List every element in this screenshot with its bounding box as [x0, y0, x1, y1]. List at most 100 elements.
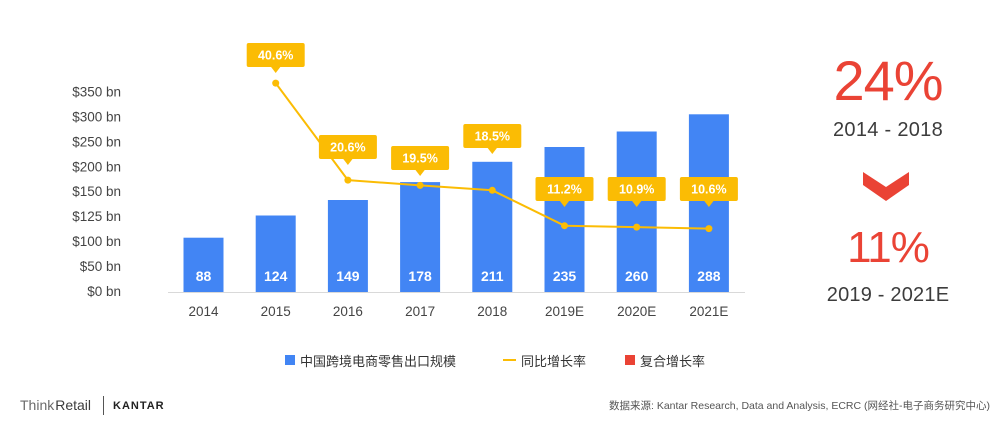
- cagr-value-2014-2018: 24%: [833, 49, 943, 112]
- legend-label: 复合增长率: [640, 353, 706, 369]
- growth-rate-value: 19.5: [402, 152, 426, 166]
- bar-value-label: 88: [196, 268, 212, 284]
- growth-rate-value-label: 10.6%: [691, 183, 726, 197]
- bar-series: 88 124 149 178 211 235 260 288: [183, 114, 729, 292]
- growth-rate-point: [416, 181, 424, 189]
- callout-box: [391, 146, 450, 170]
- combo-chart: $0 bn $50 bn $100 bn $125 bn $150 bn $200 bn $…: [72, 43, 745, 319]
- legend-item-cagr: 复合增长率: [625, 351, 705, 369]
- callout-box: [607, 177, 666, 201]
- bar-value-label: 149: [336, 268, 360, 284]
- callout-pointer: [415, 169, 426, 176]
- footer-divider: [103, 396, 104, 415]
- growth-rate-point: [561, 222, 568, 230]
- growth-rate-callout: 40.6%: [246, 43, 305, 73]
- y-tick-label: $125 bn: [72, 209, 121, 224]
- growth-rate-callout: 10.9%: [607, 177, 666, 207]
- bar-value-label: 178: [408, 268, 432, 284]
- legend-label: 中国跨境电商零售出口规模: [300, 353, 457, 369]
- growth-rate-series: [272, 79, 713, 233]
- legend-swatch-line: [503, 359, 516, 361]
- x-tick-label: 2020E: [617, 304, 656, 319]
- cagr-value-2019-2021e: 11%: [847, 223, 930, 272]
- x-tick-label: 2019E: [545, 304, 584, 319]
- bar-value-label: 124: [264, 268, 288, 284]
- bar-value-label: 260: [625, 268, 649, 284]
- callout-pointer: [487, 147, 498, 154]
- bar-value-label: 288: [697, 268, 721, 284]
- kantar-logo: KANTAR: [113, 400, 165, 412]
- callout-box: [318, 135, 377, 159]
- growth-rate-point: [344, 176, 352, 184]
- think-retail-logo: ThinkRetail: [20, 396, 91, 414]
- growth-rate-unit: %: [643, 183, 654, 197]
- growth-rate-value: 40.6: [258, 49, 282, 63]
- growth-rate-value-label: 10.9%: [619, 183, 654, 197]
- y-tick-label: $50 bn: [80, 259, 121, 274]
- brand-retail: Retail: [55, 397, 92, 413]
- callout-pointer: [559, 200, 570, 207]
- y-tick-label: $300 bn: [72, 110, 121, 125]
- growth-rate-value-label: 19.5%: [402, 152, 437, 166]
- x-tick-label: 2016: [333, 304, 363, 319]
- bar-2017: [400, 182, 441, 292]
- growth-rate-point: [272, 79, 280, 87]
- chevron-down-icon: [863, 172, 909, 201]
- bar-2014: [183, 237, 224, 292]
- y-tick-label: $200 bn: [72, 159, 121, 174]
- callout-box: [246, 43, 305, 67]
- growth-rate-callout: 11.2%: [535, 177, 594, 207]
- growth-rate-point: [633, 223, 641, 231]
- growth-rate-value: 10.9: [619, 183, 643, 197]
- y-tick-label: $0 bn: [87, 284, 121, 299]
- callout-box: [679, 177, 738, 201]
- callout-box: [463, 124, 522, 148]
- legend-label: 同比增长率: [521, 353, 587, 369]
- legend-swatch-cagr: [625, 355, 635, 365]
- y-axis: $0 bn $50 bn $100 bn $125 bn $150 bn $200 bn $…: [72, 85, 121, 299]
- growth-rate-value-label: 18.5%: [475, 130, 510, 144]
- growth-rate-callout: 20.6%: [318, 135, 377, 165]
- growth-rate-value-label: 40.6%: [258, 49, 293, 63]
- callout-box: [535, 177, 594, 201]
- y-tick-label: $150 bn: [72, 184, 121, 199]
- bar-2018: [472, 161, 513, 292]
- y-tick-label: $100 bn: [72, 234, 121, 249]
- growth-rate-point: [705, 225, 713, 233]
- growth-rate-value: 10.6: [691, 183, 715, 197]
- x-axis: 2014 2015 2016 2017 2018 2019E 2020E 2021E: [188, 304, 728, 319]
- callout-pointer: [631, 200, 642, 207]
- y-tick-label: $250 bn: [72, 134, 121, 149]
- growth-rate-callout: 18.5%: [463, 124, 522, 154]
- data-source-note: 数据来源: Kantar Research, Data and Analysis…: [608, 400, 990, 412]
- bar-value-label: 211: [481, 268, 504, 284]
- growth-rate-point: [488, 186, 496, 194]
- x-tick-label: 2018: [477, 304, 507, 319]
- bar-2020E: [616, 131, 657, 292]
- legend-item-yoy-growth: 同比增长率: [503, 351, 586, 369]
- growth-rate-value: 11.2: [547, 183, 571, 197]
- growth-rate-unit: %: [716, 183, 727, 197]
- growth-rate-value: 20.6: [330, 141, 354, 155]
- x-tick-label: 2014: [188, 304, 219, 319]
- growth-rate-unit: %: [499, 130, 510, 144]
- cagr-range-2019-2021e: 2019 - 2021E: [826, 284, 950, 306]
- bar-value-label: 235: [553, 268, 577, 284]
- bar-2016: [327, 200, 368, 292]
- callout-pointer: [703, 200, 714, 207]
- growth-rate-callout: 19.5%: [391, 146, 450, 176]
- growth-rate-unit: %: [355, 141, 366, 155]
- legend-swatch-bar: [285, 355, 295, 365]
- growth-rate-callout: 10.6%: [679, 177, 738, 207]
- legend-item-export-scale: 中国跨境电商零售出口规模: [285, 351, 456, 369]
- growth-rate-unit: %: [282, 49, 293, 63]
- x-tick-label: 2021E: [689, 304, 728, 319]
- growth-rate-value: 18.5: [475, 130, 499, 144]
- brand-think: Think: [20, 397, 55, 413]
- cagr-range-2014-2018: 2014 - 2018: [832, 119, 944, 141]
- y-tick-label: $350 bn: [72, 85, 121, 100]
- growth-rate-unit: %: [571, 183, 582, 197]
- callout-pointer: [270, 66, 281, 73]
- x-tick-label: 2015: [261, 304, 291, 319]
